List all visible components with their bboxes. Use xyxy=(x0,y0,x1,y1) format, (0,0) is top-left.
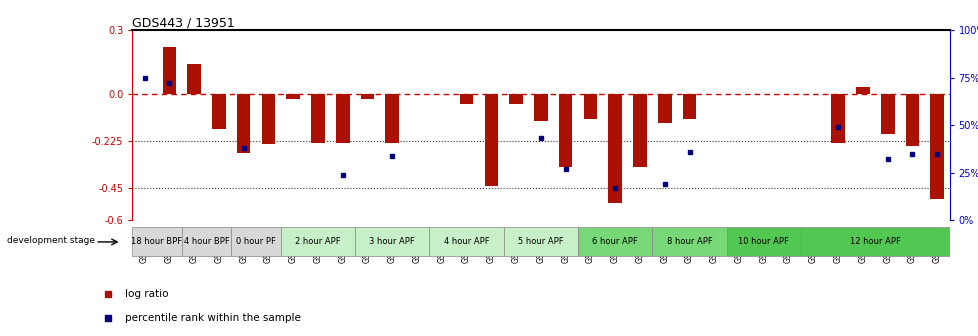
Bar xyxy=(360,93,374,99)
Text: 2 hour APF: 2 hour APF xyxy=(294,238,340,246)
Bar xyxy=(583,93,597,119)
Text: 4 hour APF: 4 hour APF xyxy=(443,238,489,246)
Text: 6 hour APF: 6 hour APF xyxy=(592,238,638,246)
Text: 18 hour BPF: 18 hour BPF xyxy=(131,238,182,246)
Bar xyxy=(509,93,522,104)
Text: 3 hour APF: 3 hour APF xyxy=(369,238,415,246)
Bar xyxy=(355,227,429,256)
Bar xyxy=(429,227,504,256)
Bar xyxy=(187,64,200,93)
Bar xyxy=(577,227,651,256)
Bar xyxy=(800,227,949,256)
Bar xyxy=(633,93,646,167)
Bar xyxy=(880,93,894,134)
Bar xyxy=(132,227,182,256)
Text: 8 hour APF: 8 hour APF xyxy=(666,238,712,246)
Bar xyxy=(261,93,275,144)
Bar xyxy=(311,93,325,143)
Bar xyxy=(929,93,943,199)
Bar xyxy=(651,227,726,256)
Bar xyxy=(607,93,621,203)
Bar xyxy=(287,93,299,99)
Text: 10 hour APF: 10 hour APF xyxy=(737,238,788,246)
Bar xyxy=(558,93,572,167)
Text: percentile rank within the sample: percentile rank within the sample xyxy=(125,312,300,323)
Bar xyxy=(335,93,349,143)
Bar xyxy=(830,93,844,143)
Bar xyxy=(162,47,176,93)
Bar xyxy=(231,227,281,256)
Bar xyxy=(905,93,918,146)
Bar xyxy=(385,93,399,143)
Text: log ratio: log ratio xyxy=(125,289,168,299)
Bar xyxy=(726,227,800,256)
Bar xyxy=(855,87,868,93)
Bar xyxy=(460,93,473,104)
Bar xyxy=(682,93,695,119)
Text: 12 hour APF: 12 hour APF xyxy=(849,238,900,246)
Text: development stage: development stage xyxy=(7,236,95,245)
Bar xyxy=(657,93,671,123)
Text: 5 hour APF: 5 hour APF xyxy=(517,238,563,246)
Bar xyxy=(504,227,577,256)
Text: 0 hour PF: 0 hour PF xyxy=(236,238,276,246)
Text: GDS443 / 13951: GDS443 / 13951 xyxy=(132,16,235,29)
Bar xyxy=(237,93,250,153)
Bar xyxy=(484,93,498,186)
Bar xyxy=(281,227,355,256)
Bar xyxy=(534,93,547,121)
Text: 4 hour BPF: 4 hour BPF xyxy=(184,238,229,246)
Bar xyxy=(212,93,226,129)
Bar xyxy=(182,227,231,256)
